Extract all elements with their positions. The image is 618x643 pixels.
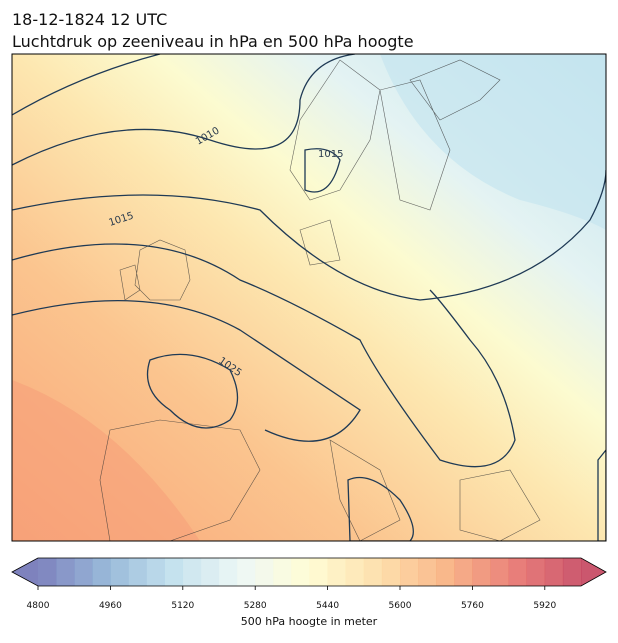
colorbar-segment (526, 558, 546, 586)
colorbar-segment (508, 558, 527, 586)
colorbar-tick-label: 5120 (171, 601, 194, 611)
coastline (99, 59, 541, 541)
contour-label: 1015 (318, 149, 343, 160)
isobar (146, 353, 239, 429)
colorbar-segment (200, 558, 220, 586)
colorbar-segment (273, 558, 292, 586)
isobar (12, 169, 606, 301)
isobar (12, 54, 161, 116)
colorbar-segment (472, 558, 491, 586)
colorbar-extend-low (12, 558, 38, 586)
colorbar-tick-label: 5440 (316, 601, 339, 611)
colorbar-segment (128, 558, 147, 586)
colorbar-tick-label: 5760 (461, 601, 484, 611)
colorbar-segment (418, 558, 437, 586)
colorbar-segment (291, 558, 310, 586)
isobar (347, 448, 606, 541)
colorbar-segment (490, 558, 509, 586)
colorbar-tick-label: 4960 (99, 601, 122, 611)
colorbar-segment (219, 558, 238, 586)
map: 1010 1015 1015 1025 (12, 54, 606, 541)
colorbar-segment (436, 558, 455, 586)
colorbar: 4800 4960 5120 5280 5440 5600 5760 5920 (11, 557, 607, 611)
map-frame (11, 53, 607, 542)
colorbar-segment (562, 558, 582, 586)
colorbar-segment (381, 558, 401, 586)
colorbar-segment (164, 558, 184, 586)
colorbar-segment (237, 558, 256, 586)
colorbar-tick-label: 5600 (389, 601, 412, 611)
colorbar-segment (74, 558, 93, 586)
title: 18-12-1824 12 UTC (12, 10, 167, 29)
colorbar-segment (56, 558, 75, 586)
isobar (12, 243, 516, 468)
height-field (12, 380, 200, 541)
colorbar-segment (309, 558, 328, 586)
isobar (304, 148, 341, 193)
colorbar-segment (345, 558, 365, 586)
colorbar-segment (110, 558, 129, 586)
colorbar-segment (38, 558, 57, 586)
isobar (12, 299, 361, 442)
colorbar-tick-label: 5280 (244, 601, 267, 611)
colorbar-segment (327, 558, 346, 586)
colorbar-segment (146, 558, 165, 586)
colorbar-segment (255, 558, 274, 586)
colorbar-extend-high (581, 558, 606, 586)
colorbar-segment (544, 558, 564, 586)
colorbar-label: 500 hPa hoogte in meter (241, 615, 378, 628)
colorbar-tick-label: 5920 (533, 601, 556, 611)
colorbar-segment (182, 558, 202, 586)
colorbar-segment (92, 558, 111, 586)
colorbar-segment (363, 558, 383, 586)
isobar (12, 54, 356, 166)
colorbar-segment (454, 558, 473, 586)
colorbar-tick-label: 4800 (27, 601, 50, 611)
colorbar-outline (11, 557, 607, 587)
height-field (380, 54, 606, 230)
subtitle: Luchtdruk op zeeniveau in hPa en 500 hPa… (12, 32, 414, 51)
colorbar-segment (400, 558, 419, 586)
